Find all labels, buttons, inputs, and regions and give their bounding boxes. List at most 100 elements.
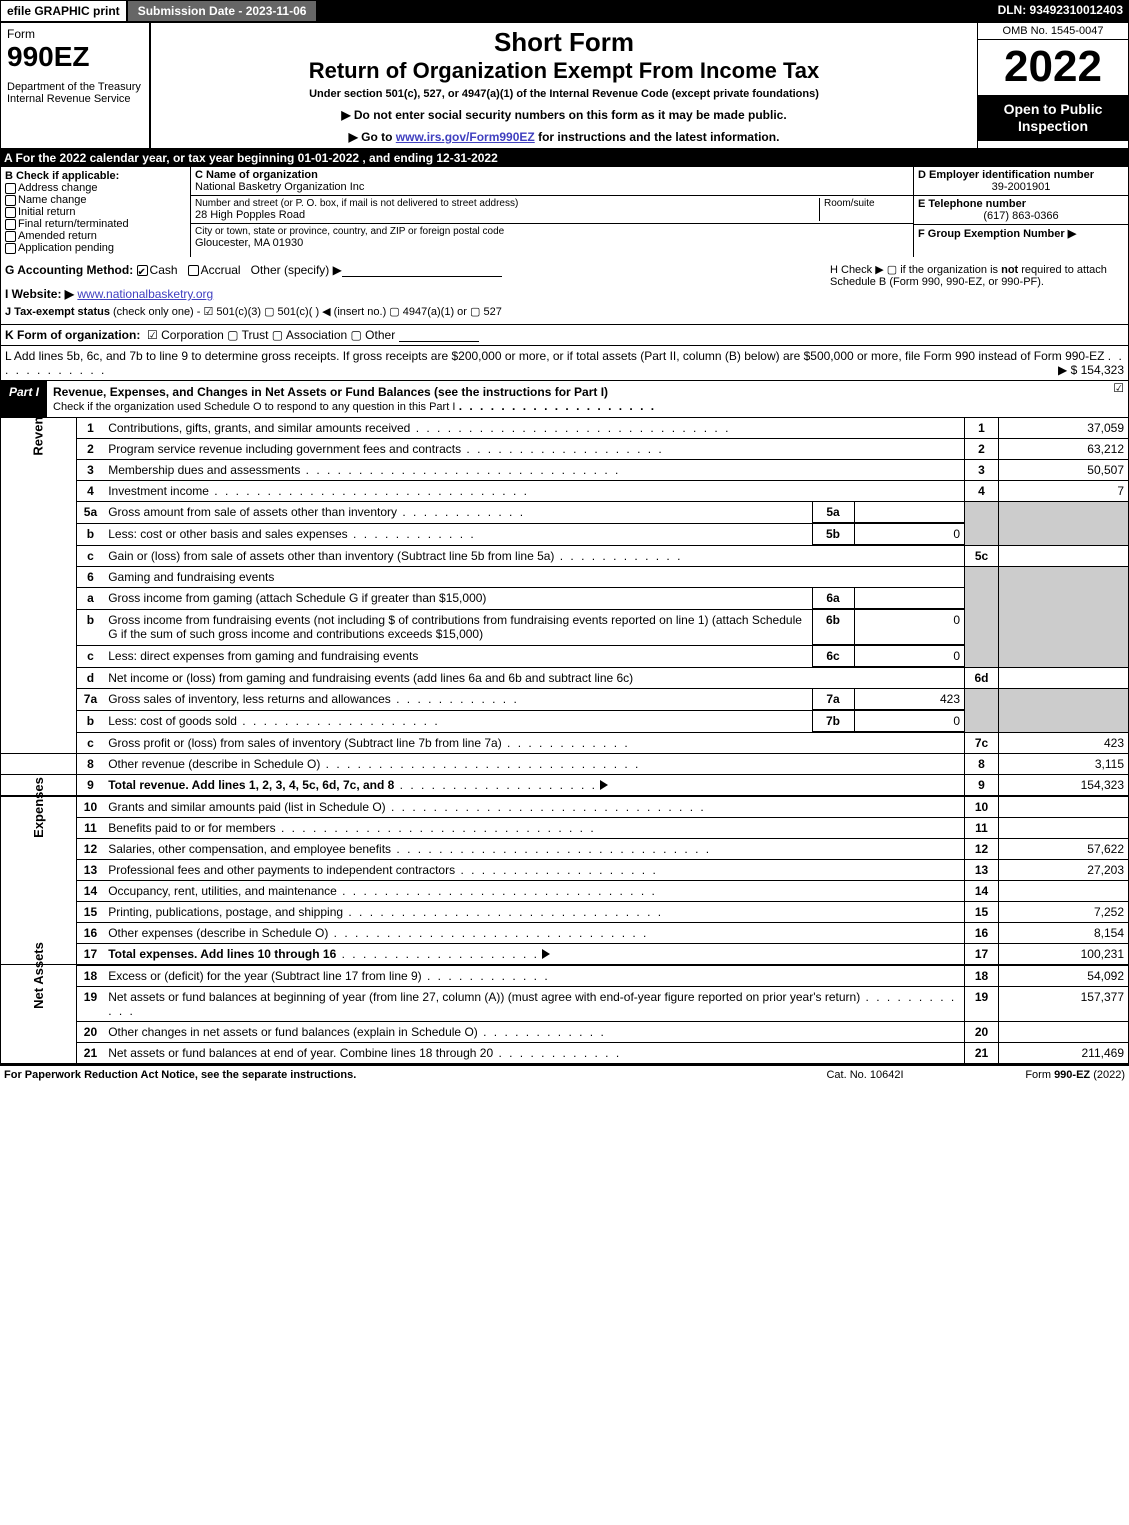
g-other-blank[interactable] bbox=[342, 265, 502, 277]
l4-text: Investment income bbox=[104, 481, 964, 502]
arrow-icon bbox=[542, 949, 550, 959]
l6d-num: 6d bbox=[965, 667, 999, 688]
dots-icon bbox=[461, 442, 664, 456]
checkbox-icon[interactable] bbox=[5, 183, 16, 194]
l12-num: 12 bbox=[965, 838, 999, 859]
l6c-sub: 6c bbox=[812, 646, 854, 667]
l7a-wrap: Gross sales of inventory, less returns a… bbox=[104, 688, 964, 710]
l7a-text: Gross sales of inventory, less returns a… bbox=[108, 692, 391, 706]
l5b-text: Less: cost or other basis and sales expe… bbox=[108, 527, 347, 541]
footer-catno: Cat. No. 10642I bbox=[765, 1069, 965, 1081]
l7b-sub: 7b bbox=[812, 711, 854, 732]
footer-right-post: (2022) bbox=[1090, 1069, 1125, 1081]
ln-17: 17 bbox=[76, 943, 104, 965]
dots-icon bbox=[209, 484, 529, 498]
netassets-side-label: Net Assets bbox=[31, 942, 46, 1009]
b-item-3: Final return/terminated bbox=[5, 218, 186, 230]
l5a-text: Gross amount from sale of assets other t… bbox=[108, 505, 397, 519]
l6-valgray bbox=[999, 567, 1129, 668]
dots-icon bbox=[394, 778, 597, 792]
checkbox-icon[interactable] bbox=[5, 195, 16, 206]
l14-text: Occupancy, rent, utilities, and maintena… bbox=[104, 880, 964, 901]
checkbox-icon[interactable] bbox=[188, 265, 199, 276]
d-label: D Employer identification number bbox=[918, 169, 1124, 181]
ln-9: 9 bbox=[76, 774, 104, 796]
irs-link[interactable]: www.irs.gov/Form990EZ bbox=[396, 130, 535, 144]
dots-icon bbox=[478, 1025, 606, 1039]
l10-val bbox=[999, 796, 1129, 818]
l18-val: 54,092 bbox=[999, 965, 1129, 987]
dots-icon bbox=[237, 714, 440, 728]
org-name: National Basketry Organization Inc bbox=[195, 181, 909, 193]
f-label: F Group Exemption Number ▶ bbox=[918, 228, 1076, 240]
line-i: I Website: ▶ www.nationalbasketry.org bbox=[5, 287, 824, 301]
dots-icon bbox=[328, 926, 648, 940]
dept-label: Department of the Treasury Internal Reve… bbox=[7, 81, 143, 105]
b-label: B Check if applicable: bbox=[5, 170, 186, 182]
title-line2: Return of Organization Exempt From Incom… bbox=[155, 58, 973, 84]
l10-num: 10 bbox=[965, 796, 999, 818]
checkbox-icon[interactable] bbox=[137, 265, 148, 276]
line-l: L Add lines 5b, 6c, and 7b to line 9 to … bbox=[0, 346, 1129, 381]
checkbox-icon[interactable] bbox=[5, 243, 16, 254]
ln-5c: c bbox=[76, 546, 104, 567]
l7-numgray bbox=[965, 688, 999, 732]
line-a: A For the 2022 calendar year, or tax yea… bbox=[0, 149, 1129, 167]
l14-val bbox=[999, 880, 1129, 901]
dots-icon bbox=[493, 1046, 621, 1060]
footer-right: Form 990-EZ (2022) bbox=[965, 1069, 1125, 1081]
l5c-num: 5c bbox=[965, 546, 999, 567]
checkbox-icon[interactable] bbox=[5, 231, 16, 242]
ln-5a: 5a bbox=[76, 502, 104, 524]
l14-num: 14 bbox=[965, 880, 999, 901]
l5b-sub: 5b bbox=[812, 524, 854, 545]
part1-title-text: Revenue, Expenses, and Changes in Net As… bbox=[53, 385, 608, 399]
l5a-wrap: Gross amount from sale of assets other t… bbox=[104, 502, 964, 524]
b-item-5-label: Application pending bbox=[18, 242, 114, 254]
l7c-val: 423 bbox=[999, 732, 1129, 753]
c-name-label: C Name of organization bbox=[195, 169, 909, 181]
efile-label: efile GRAPHIC print bbox=[0, 0, 127, 22]
omb-number: OMB No. 1545-0047 bbox=[978, 23, 1128, 40]
l21-val: 211,469 bbox=[999, 1042, 1129, 1064]
c-city-label: City or town, state or province, country… bbox=[195, 226, 909, 237]
k-blank[interactable] bbox=[399, 330, 479, 342]
g-accrual: Accrual bbox=[201, 263, 241, 277]
dots-icon bbox=[300, 463, 620, 477]
l-text: L Add lines 5b, 6c, and 7b to line 9 to … bbox=[5, 349, 1104, 363]
top-bar: efile GRAPHIC print Submission Date - 20… bbox=[0, 0, 1129, 22]
subtitle: Under section 501(c), 527, or 4947(a)(1)… bbox=[155, 88, 973, 100]
tax-year: 2022 bbox=[978, 40, 1128, 94]
l17-text: Total expenses. Add lines 10 through 16 bbox=[104, 943, 964, 965]
l11-val bbox=[999, 817, 1129, 838]
l11-text: Benefits paid to or for members bbox=[104, 817, 964, 838]
l13-val: 27,203 bbox=[999, 859, 1129, 880]
l4-num: 4 bbox=[965, 481, 999, 502]
l6c-wrap: Less: direct expenses from gaming and fu… bbox=[104, 645, 964, 667]
h-text1: H Check ▶ ▢ if the organization is bbox=[830, 264, 1001, 276]
checkbox-icon[interactable] bbox=[5, 207, 16, 218]
b-item-0-label: Address change bbox=[18, 182, 98, 194]
form-number: 990EZ bbox=[7, 41, 143, 73]
website-link[interactable]: www.nationalbasketry.org bbox=[77, 287, 213, 301]
l5a-sub: 5a bbox=[812, 502, 854, 523]
ln-2: 2 bbox=[76, 439, 104, 460]
footer-left: For Paperwork Reduction Act Notice, see … bbox=[4, 1069, 765, 1081]
instr2-post: for instructions and the latest informat… bbox=[535, 130, 780, 144]
l6a-text: Gross income from gaming (attach Schedul… bbox=[108, 591, 486, 605]
ln-6a: a bbox=[76, 588, 104, 610]
footer-right-pre: Form bbox=[1025, 1069, 1054, 1081]
l21-text: Net assets or fund balances at end of ye… bbox=[104, 1042, 964, 1064]
l15-text: Printing, publications, postage, and shi… bbox=[104, 901, 964, 922]
expenses-side: Expenses bbox=[1, 796, 77, 965]
dots-icon bbox=[502, 736, 630, 750]
checkbox-icon[interactable] bbox=[5, 219, 16, 230]
revenue-side: Revenue bbox=[1, 418, 77, 753]
ln-16: 16 bbox=[76, 922, 104, 943]
l7a-subval: 423 bbox=[854, 689, 964, 710]
top-spacer bbox=[317, 0, 991, 22]
rev-side-cont bbox=[1, 753, 77, 774]
l18-text: Excess or (deficit) for the year (Subtra… bbox=[104, 965, 964, 987]
l17-num: 17 bbox=[965, 943, 999, 965]
form-header: Form 990EZ Department of the Treasury In… bbox=[0, 22, 1129, 149]
